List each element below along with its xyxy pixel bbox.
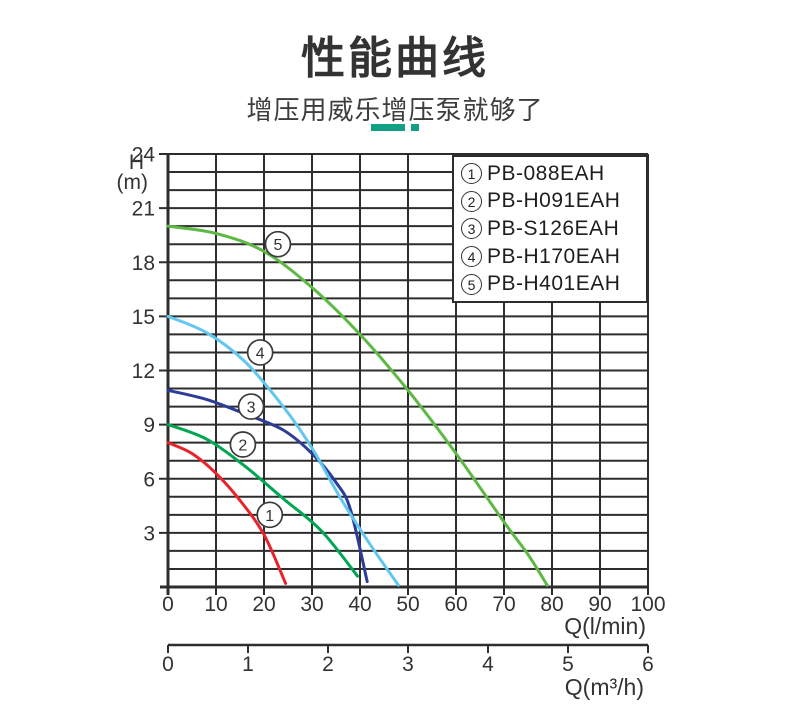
y-tick-label: 18	[132, 252, 155, 275]
legend-index-icon: 4	[461, 246, 482, 268]
x2-tick-label: 0	[162, 653, 174, 676]
page-title: 性能曲线	[301, 34, 489, 83]
y-tick-label: 12	[132, 360, 155, 383]
x-tick-label: 20	[252, 593, 275, 616]
x-axis-title: Q(l/min)	[564, 613, 646, 639]
curve-label-number: 4	[256, 345, 265, 362]
legend-item-label: PB-H091EAH	[487, 189, 621, 213]
y-axis-label-unit: (m)	[116, 171, 148, 194]
curve-5	[166, 224, 549, 587]
legend-item: 1 PB-088EAH	[461, 162, 644, 186]
curve-2	[166, 423, 360, 578]
legend-item-label: PB-S126EAH	[487, 216, 620, 240]
accent-decoration	[0, 124, 790, 131]
curve-label-number: 2	[238, 437, 247, 454]
x2-tick-label: 2	[322, 653, 334, 676]
y-tick-label: 24	[132, 144, 156, 167]
y-tick-label: 9	[143, 414, 155, 437]
curve-label-number: 5	[273, 237, 282, 254]
x2-tick-label: 3	[402, 653, 414, 676]
legend-item-label: PB-H401EAH	[487, 272, 621, 296]
legend-index-icon: 5	[461, 273, 482, 295]
curve-label-number: 1	[265, 508, 274, 525]
legend: 1 PB-088EAH 2 PB-H091EAH 3 PB-S126EAH 4 PB-H170…	[452, 155, 648, 303]
x2-tick-label: 1	[242, 653, 254, 676]
x-tick-label: 40	[348, 593, 371, 616]
legend-item-label: PB-088EAH	[487, 161, 605, 185]
accent-dot	[411, 124, 419, 131]
y-tick-label: 21	[132, 198, 155, 221]
x-tick-label: 60	[444, 593, 467, 616]
y-tick-label: 3	[143, 522, 155, 545]
x2-tick-label: 5	[562, 653, 574, 676]
curve-3	[166, 388, 369, 584]
legend-item: 4 PB-H170EAH	[461, 245, 644, 269]
legend-item: 2 PB-H091EAH	[461, 189, 644, 213]
curve-label-circle	[237, 393, 265, 420]
x-tick-label: 50	[396, 593, 419, 616]
x2-tick-label: 4	[482, 653, 494, 676]
x-tick-label: 100	[630, 593, 665, 616]
x-tick-label: 80	[540, 593, 563, 616]
legend-index-icon: 1	[461, 163, 482, 185]
x-tick-label: 10	[204, 593, 227, 616]
y-tick-label: 6	[143, 468, 155, 491]
curve-label-number: 3	[247, 400, 256, 417]
x-tick-label: 0	[162, 593, 174, 616]
accent-bar	[371, 124, 405, 131]
page-subtitle: 增压用威乐增压泵就够了	[246, 95, 544, 125]
curve-label-circle	[256, 501, 284, 529]
x-tick-label: 70	[492, 593, 515, 616]
y-axis-label-h: H	[128, 151, 144, 174]
legend-item: 5 PB-H401EAH	[461, 272, 644, 296]
curve-label-circle	[246, 339, 274, 366]
y-tick-label: 15	[132, 306, 155, 329]
legend-item: 3 PB-S126EAH	[461, 217, 644, 241]
curve-4	[166, 314, 400, 587]
x2-tick-label: 6	[642, 653, 654, 676]
legend-index-icon: 3	[461, 218, 482, 240]
x2-axis-title: Q(m³/h)	[565, 674, 644, 700]
curve-label-circle	[229, 431, 257, 458]
x-tick-label: 90	[588, 593, 611, 616]
curve-1	[166, 441, 288, 585]
curve-label-circle	[264, 230, 292, 258]
x-tick-label: 30	[300, 593, 323, 616]
legend-index-icon: 2	[461, 190, 482, 212]
legend-item-label: PB-H170EAH	[487, 244, 621, 268]
